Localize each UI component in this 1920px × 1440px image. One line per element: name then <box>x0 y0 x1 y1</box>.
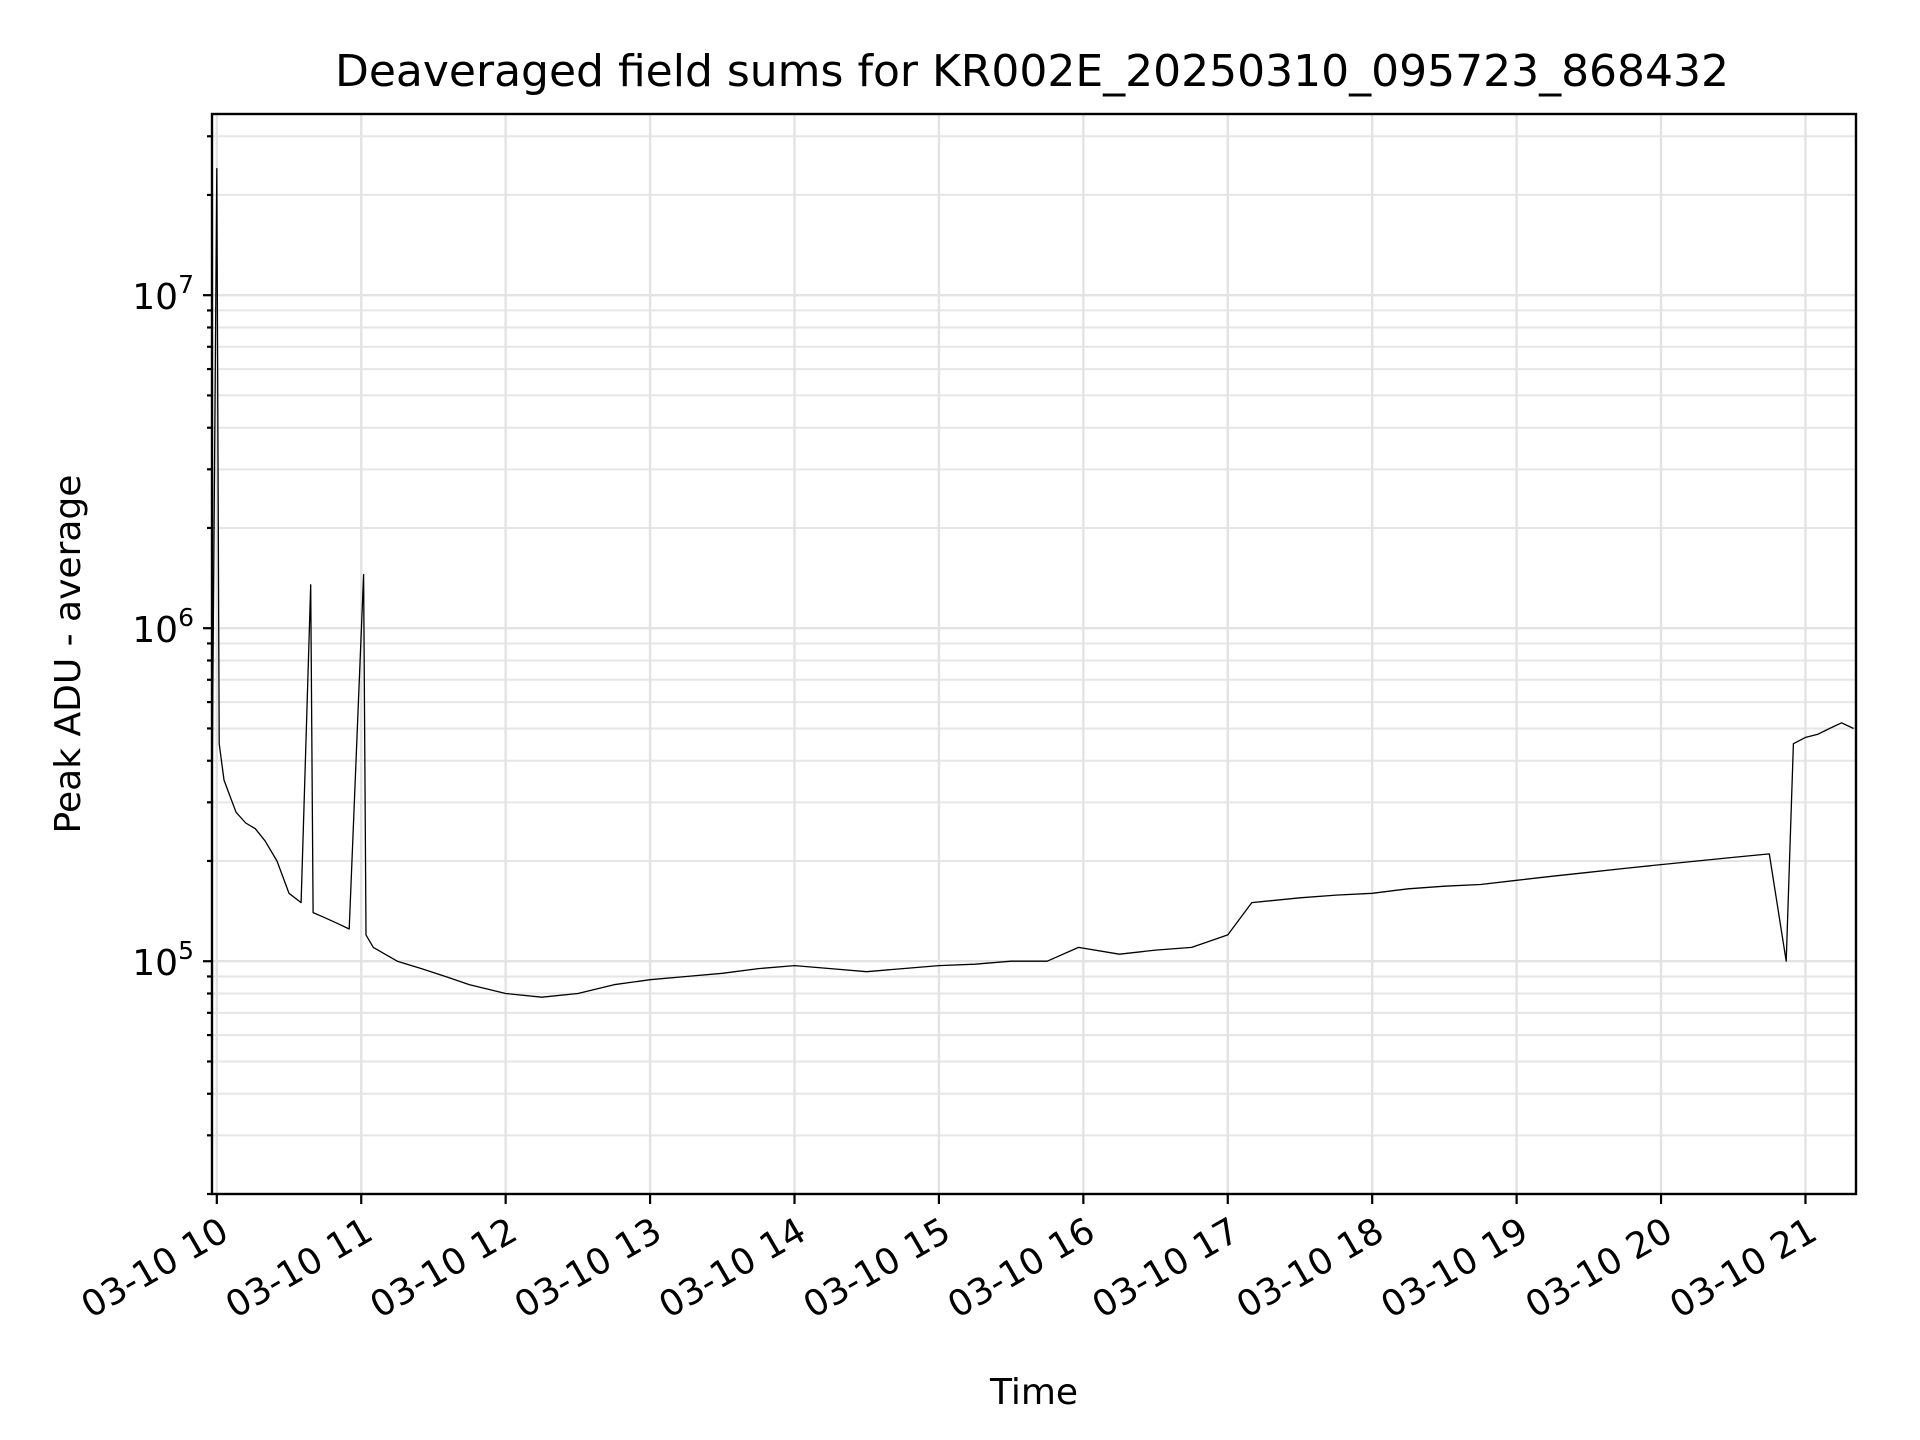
x-tick-label: 03-10 18 <box>1230 1210 1391 1326</box>
chart-title: Deaveraged field sums for KR002E_2025031… <box>335 46 1729 97</box>
x-tick-label: 03-10 19 <box>1374 1210 1535 1326</box>
x-tick-label: 03-10 14 <box>652 1210 813 1326</box>
plot-frame <box>210 112 1858 1196</box>
x-axis-label: Time <box>989 1372 1078 1413</box>
grid <box>212 114 1856 1195</box>
y-tick-label: 105 <box>132 936 194 984</box>
x-tick-label: 03-10 17 <box>1086 1210 1247 1326</box>
x-tick-label: 03-10 16 <box>941 1210 1102 1326</box>
series-layer <box>211 167 1854 998</box>
x-tick-label: 03-10 11 <box>219 1210 380 1326</box>
y-axis-label: Peak ADU - average <box>48 475 89 834</box>
x-tick-label: 03-10 10 <box>75 1210 236 1326</box>
x-tick-label: 03-10 12 <box>363 1210 524 1326</box>
x-tick-label: 03-10 15 <box>797 1210 958 1326</box>
y-tick-label: 106 <box>132 603 194 651</box>
x-tick-label: 03-10 13 <box>508 1210 669 1326</box>
x-tick-label: 03-10 20 <box>1519 1210 1680 1326</box>
y-axis: 105 106 107 <box>132 135 212 1196</box>
x-tick-label: 03-10 21 <box>1663 1210 1824 1326</box>
y-tick-label: 107 <box>132 270 194 318</box>
series-line <box>211 167 1854 998</box>
